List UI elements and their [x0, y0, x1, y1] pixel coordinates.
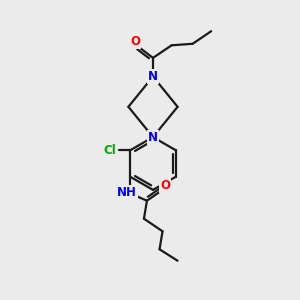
- Text: NH: NH: [117, 186, 136, 199]
- Text: O: O: [130, 35, 140, 48]
- Text: O: O: [160, 178, 170, 192]
- Text: N: N: [148, 130, 158, 144]
- Text: N: N: [148, 70, 158, 83]
- Text: Cl: Cl: [104, 144, 116, 157]
